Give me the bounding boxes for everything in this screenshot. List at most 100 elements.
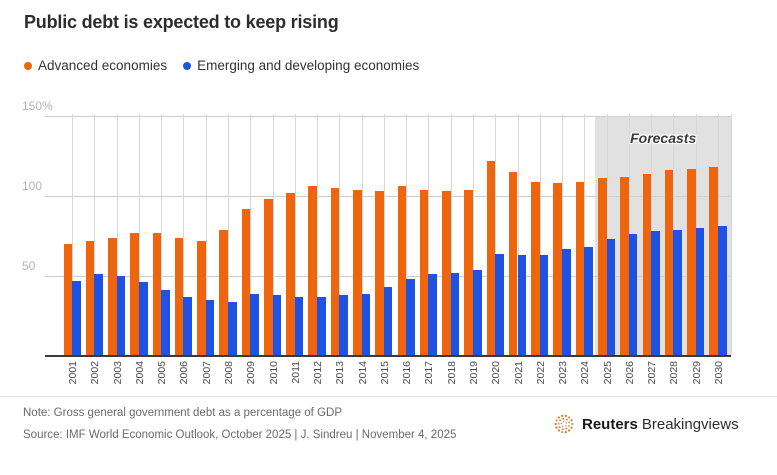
gridline-x-2017 [428, 114, 430, 356]
x-axis-label-2001: 2001 [67, 361, 80, 385]
bar-advanced-2016 [397, 186, 407, 356]
gridline-x-2005 [161, 114, 163, 356]
x-axis-label-2004: 2004 [133, 361, 146, 385]
gridline-y-50 [45, 276, 731, 277]
reuters-breakingviews-logo: Reuters Breakingviews [553, 413, 739, 435]
bar-advanced-2010 [263, 199, 273, 356]
bar-emerging-2006 [183, 296, 193, 356]
gridline-x-right-edge [731, 114, 732, 356]
bar-advanced-2005 [152, 232, 162, 356]
y-axis-tick-100: 100 [22, 179, 43, 193]
x-axis-label-2009: 2009 [245, 361, 258, 385]
forecast-annotation: Forecasts [630, 130, 697, 146]
gridline-x-2016 [406, 114, 408, 356]
gridline-x-2006 [183, 114, 185, 356]
gridline-x-2025 [606, 114, 608, 356]
bar-emerging-2009 [250, 293, 259, 356]
brand-reuters: Reuters [582, 415, 638, 433]
gridline-x-2002 [94, 114, 96, 356]
gridline-x-2001 [72, 114, 74, 356]
legend-dot-emerging-icon [183, 61, 192, 70]
bar-emerging-2001 [72, 280, 81, 356]
legend-label-emerging: Emerging and developing economies [197, 58, 420, 73]
bar-advanced-2009 [241, 208, 251, 356]
bar-emerging-2026 [628, 234, 638, 356]
gridline-x-2003 [116, 114, 118, 356]
bar-advanced-2006 [174, 237, 184, 356]
x-axis-label-2021: 2021 [512, 361, 525, 385]
bar-advanced-2018 [442, 191, 451, 356]
bar-advanced-2014 [353, 189, 362, 356]
y-axis-tick-150: 150% [22, 99, 53, 113]
bar-advanced-2024 [575, 181, 585, 356]
gridline-x-2022 [539, 114, 541, 356]
bar-advanced-2025 [597, 178, 607, 356]
forecast-region [595, 116, 731, 356]
x-axis-label-2028: 2028 [668, 361, 681, 385]
footer-divider [0, 396, 777, 397]
reuters-logo-icon [554, 414, 574, 434]
bar-emerging-2020 [495, 253, 504, 356]
bar-advanced-2012 [308, 186, 318, 356]
legend-item-advanced: Advanced economies [24, 58, 167, 73]
gridline-x-2011 [294, 114, 296, 356]
x-axis-label-2019: 2019 [467, 361, 480, 385]
x-axis-label-2007: 2007 [200, 361, 213, 385]
bar-emerging-2005 [161, 290, 170, 356]
x-axis-label-2014: 2014 [356, 361, 369, 385]
bar-advanced-2013 [330, 188, 340, 356]
gridline-x-2021 [517, 114, 519, 356]
bar-emerging-2002 [94, 274, 103, 356]
chart-source: Source: IMF World Economic Outlook, Octo… [23, 429, 457, 441]
bar-advanced-2021 [508, 172, 518, 356]
chart-legend: Advanced economies Emerging and developi… [24, 58, 419, 73]
gridline-x-2014 [361, 114, 363, 356]
gridline-y-150 [45, 116, 731, 117]
gridline-x-2007 [205, 114, 207, 356]
bar-emerging-2014 [361, 293, 371, 356]
grouped-bar-chart: 150% 100 50 2001 2002 2003 2004 2005 2006 2007 200… [22, 99, 732, 385]
x-axis-label-2022: 2022 [534, 361, 547, 385]
bar-advanced-2007 [197, 240, 206, 356]
bar-emerging-2016 [406, 279, 415, 356]
x-axis-label-2013: 2013 [334, 361, 347, 385]
bar-emerging-2021 [517, 255, 527, 356]
bar-emerging-2029 [695, 228, 705, 356]
bar-advanced-2001 [63, 244, 73, 356]
bar-emerging-2007 [205, 300, 215, 356]
x-axis-label-2011: 2011 [289, 361, 302, 384]
x-axis-label-2003: 2003 [111, 361, 124, 385]
bar-advanced-2022 [531, 181, 540, 356]
x-axis-label-2023: 2023 [557, 361, 570, 385]
gridline-x-2008 [227, 114, 229, 356]
gridline-x-2023 [562, 114, 564, 356]
x-axis-label-2025: 2025 [601, 361, 614, 385]
gridline-x-2004 [138, 114, 140, 356]
bar-advanced-2017 [419, 189, 429, 356]
y-axis-tick-50: 50 [22, 259, 36, 273]
x-axis-label-2008: 2008 [222, 361, 235, 385]
gridline-x-2019 [472, 114, 474, 356]
gridline-x-2009 [250, 114, 252, 356]
x-axis-label-2024: 2024 [579, 361, 592, 385]
x-axis-label-2020: 2020 [490, 361, 503, 385]
x-axis-label-2006: 2006 [178, 361, 191, 385]
bar-emerging-2013 [339, 295, 348, 356]
x-axis-label-2027: 2027 [646, 361, 659, 385]
bar-emerging-2025 [606, 239, 616, 356]
bar-emerging-2019 [472, 269, 482, 356]
bar-advanced-2008 [219, 229, 228, 356]
bar-emerging-2011 [294, 296, 304, 356]
bar-emerging-2008 [227, 301, 237, 356]
gridline-x-2012 [317, 114, 319, 356]
x-axis-label-2030: 2030 [712, 361, 725, 385]
bar-advanced-2003 [108, 237, 117, 356]
bar-advanced-2019 [464, 189, 473, 356]
gridline-x-2010 [272, 114, 274, 356]
brand-breakingviews: Breakingviews [641, 415, 739, 433]
legend-dot-advanced-icon [24, 61, 32, 70]
bar-advanced-2023 [553, 183, 563, 356]
chart-title: Public debt is expected to keep rising [24, 12, 339, 32]
gridline-x-2024 [584, 114, 586, 356]
